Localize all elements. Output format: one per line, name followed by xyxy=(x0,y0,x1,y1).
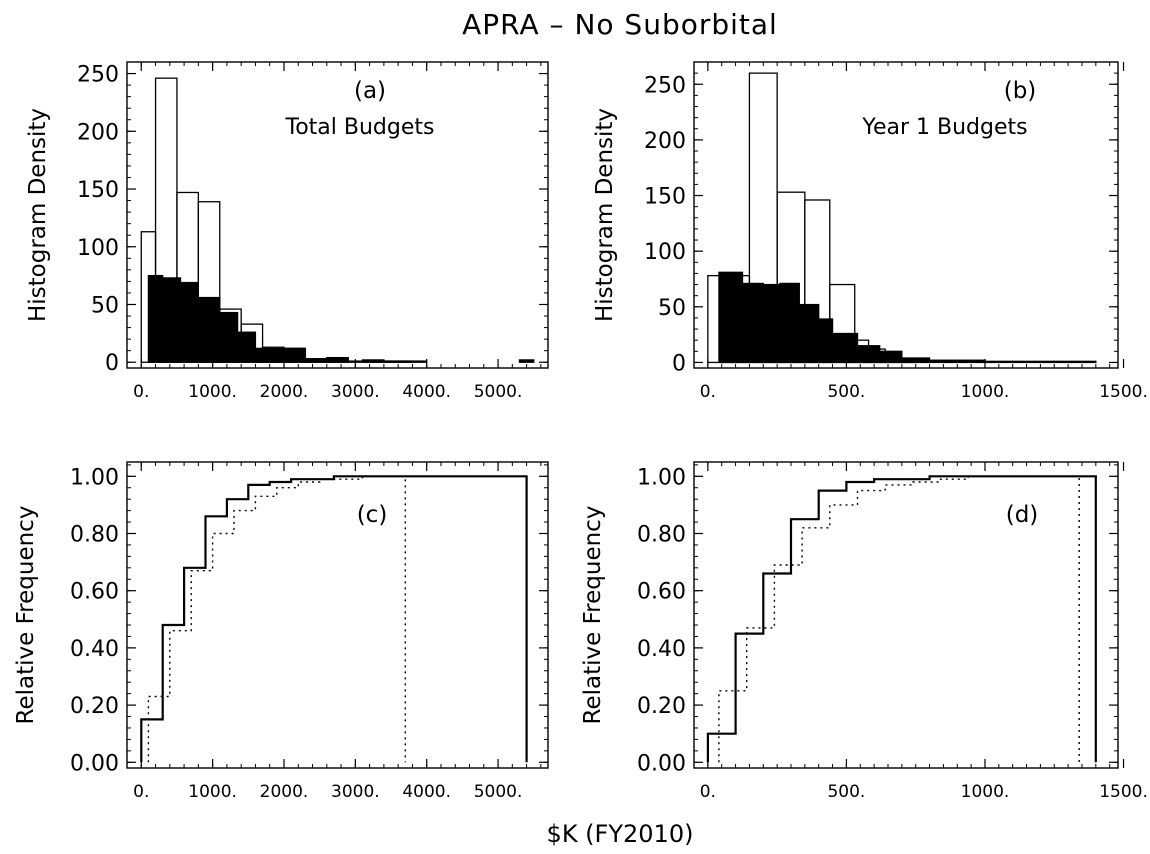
panel-b: 0. 500. 1000. 1500. 0 50 100 150 200 250 Histogram… xyxy=(592,61,1148,402)
x-tick-label: 1500. xyxy=(1099,382,1148,402)
histogram-bar-filled xyxy=(219,311,239,363)
histogram-bar-filled xyxy=(1053,360,1097,364)
y-tick-label: 150 xyxy=(644,185,686,210)
y-tick-label: 250 xyxy=(77,63,119,88)
y-axis-label: Histogram Density xyxy=(592,108,618,322)
histogram-bar-filled xyxy=(518,359,535,363)
x-tick-label: 0. xyxy=(700,382,716,402)
histogram-bar-filled xyxy=(304,358,328,363)
histogram-bar-filled xyxy=(276,347,307,363)
cumulative-line-solid xyxy=(140,475,528,763)
histogram-bar-filled xyxy=(879,350,903,364)
y-axis-label: Relative Frequency xyxy=(13,506,39,725)
y-tick-label: 0.80 xyxy=(637,522,686,547)
histogram-bar-filled xyxy=(179,281,200,363)
histogram-bar-filled xyxy=(956,359,986,364)
histogram-bar-filled xyxy=(361,359,385,363)
histogram-bar-filled xyxy=(162,277,182,363)
y-tick-label: 200 xyxy=(77,120,119,145)
y-axis-label: Relative Frequency xyxy=(580,506,606,725)
y-tick-label: 0.60 xyxy=(70,580,119,605)
panel-d: 0. 500. 1000. 1500. 0.00 0.20 0.40 0.60 0.80 1.00… xyxy=(580,461,1148,802)
histogram-bar-filled xyxy=(718,271,744,364)
y-tick-label: 0.00 xyxy=(637,751,686,776)
x-tick-label: 0. xyxy=(133,782,149,802)
x-tick-label: 4000. xyxy=(402,782,451,802)
y-tick-label: 200 xyxy=(644,129,686,154)
cumulative-line-dotted xyxy=(147,475,406,763)
histogram-bar-filled xyxy=(197,296,221,363)
panel-a: 0. 1000. 2000. 3000. 4000. 5000. 0 50 100 150 200 2… xyxy=(25,61,549,402)
panel-annotation: Year 1 Budgets xyxy=(861,115,1027,140)
y-tick-label: 1.00 xyxy=(637,465,686,490)
x-tick-label: 5000. xyxy=(474,382,523,402)
cumulative-line-dotted xyxy=(718,475,1080,763)
y-tick-label: 150 xyxy=(77,178,119,203)
histogram-bar-filled xyxy=(254,347,278,363)
y-tick-label: 50 xyxy=(91,293,119,318)
panel-annotation: Total Budgets xyxy=(285,115,435,140)
y-tick-label: 0.00 xyxy=(70,751,119,776)
histogram-bar-filled xyxy=(1012,360,1055,364)
histogram-bar-filled xyxy=(147,274,164,363)
x-tick-label: 1500. xyxy=(1099,782,1148,802)
x-tick-label: 1000. xyxy=(961,782,1010,802)
histogram-bar-filled xyxy=(856,345,881,364)
panel-label: (a) xyxy=(354,78,386,104)
x-tick-label: 3000. xyxy=(331,382,380,402)
histogram-bar-filled xyxy=(779,282,800,364)
y-tick-label: 0.20 xyxy=(637,694,686,719)
histogram-bar-filled xyxy=(798,303,820,364)
x-tick-label: 500. xyxy=(827,782,865,802)
histogram-bar-filled xyxy=(383,360,406,363)
panel-label: (c) xyxy=(357,502,388,528)
histogram-bar-filled xyxy=(326,356,349,363)
histogram-bar-filled xyxy=(984,360,1014,364)
x-tick-label: 5000. xyxy=(474,782,523,802)
y-tick-label: 100 xyxy=(77,236,119,261)
y-tick-label: 1.00 xyxy=(70,465,119,490)
y-tick-label: 0 xyxy=(105,351,119,376)
panel-label: (b) xyxy=(1004,78,1037,104)
y-tick-label: 0.60 xyxy=(637,580,686,605)
y-tick-label: 100 xyxy=(644,240,686,265)
panel-c: 0. 1000. 2000. 3000. 4000. 5000. 0.00 0.20 0.40 0… xyxy=(13,461,549,802)
y-tick-label: 0.40 xyxy=(637,637,686,662)
x-tick-label: 1000. xyxy=(188,782,237,802)
histogram-bar-filled xyxy=(236,331,257,363)
x-tick-label: 1000. xyxy=(188,382,237,402)
histogram-bar-filled xyxy=(831,332,859,364)
x-tick-label: 0. xyxy=(133,382,149,402)
x-tick-label: 3000. xyxy=(331,782,380,802)
axes-frame xyxy=(693,461,1119,769)
figure-title: APRA – No Suborbital xyxy=(462,8,778,41)
y-tick-label: 250 xyxy=(644,73,686,98)
histogram-bar-filled xyxy=(901,357,931,364)
x-tick-label: 2000. xyxy=(260,382,309,402)
y-axis-label: Histogram Density xyxy=(25,108,51,322)
histogram-bar-filled xyxy=(762,283,781,364)
histogram-bar-filled xyxy=(741,282,764,364)
y-tick-label: 50 xyxy=(658,296,686,321)
x-tick-label: 2000. xyxy=(260,782,309,802)
histogram-bar-filled xyxy=(818,318,834,364)
y-tick-label: 0.20 xyxy=(70,694,119,719)
x-tick-label: 1000. xyxy=(961,382,1010,402)
panel-label: (d) xyxy=(1006,502,1039,528)
axes-frame xyxy=(126,461,549,769)
x-tick-label: 4000. xyxy=(402,382,451,402)
histogram-bar-filled xyxy=(404,360,428,363)
y-tick-label: 0.80 xyxy=(70,522,119,547)
x-tick-label: 500. xyxy=(827,382,865,402)
histogram-bar-filled xyxy=(928,359,958,364)
figure-xlabel: $K (FY2010) xyxy=(547,820,694,848)
cumulative-line-solid xyxy=(706,475,1097,763)
y-tick-label: 0.40 xyxy=(70,637,119,662)
axes-frame xyxy=(693,61,1119,369)
y-tick-label: 0 xyxy=(672,351,686,376)
x-tick-label: 0. xyxy=(700,782,716,802)
axes-frame xyxy=(126,61,549,369)
